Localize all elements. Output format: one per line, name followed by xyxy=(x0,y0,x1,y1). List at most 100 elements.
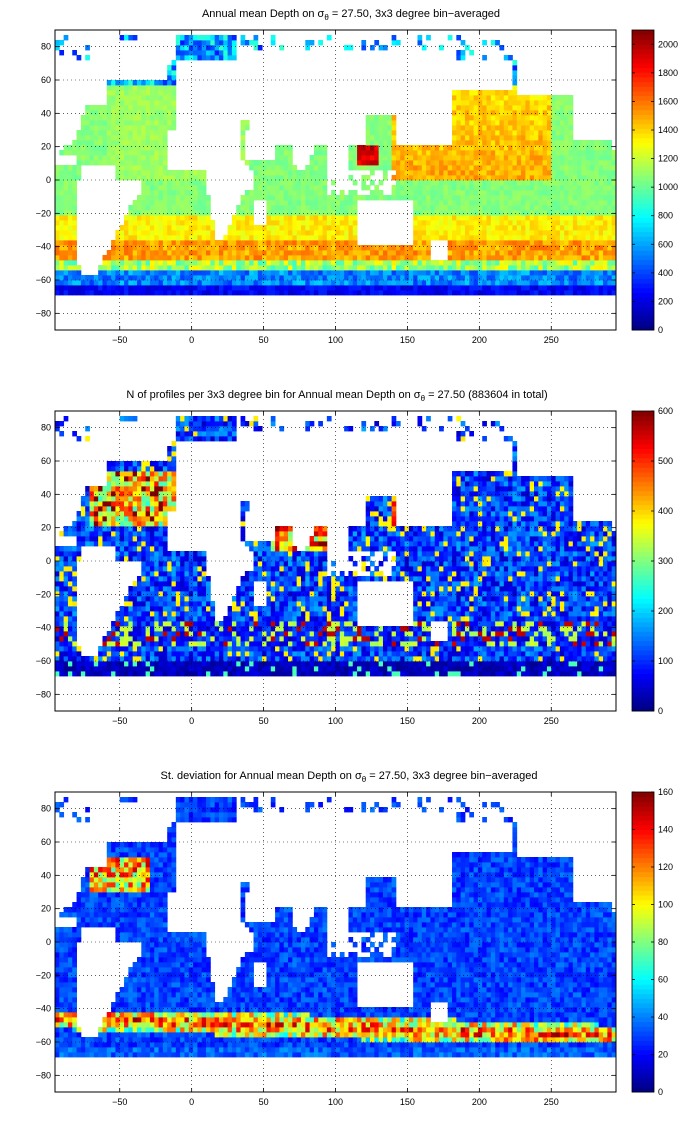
heatmap-cell xyxy=(495,165,500,171)
heatmap-cell xyxy=(387,130,392,136)
heatmap-cell xyxy=(171,260,177,266)
heatmap-cell xyxy=(551,225,556,231)
heatmap-cell xyxy=(503,180,509,186)
heatmap-cell xyxy=(76,270,82,276)
heatmap-cell xyxy=(313,270,319,276)
heatmap-cell xyxy=(180,50,185,56)
heatmap-cell xyxy=(395,190,401,196)
heatmap-cell xyxy=(249,190,254,196)
heatmap-cell xyxy=(417,155,423,161)
heatmap-cell xyxy=(590,240,595,246)
heatmap-cell xyxy=(171,70,177,76)
heatmap-cell xyxy=(128,461,134,467)
heatmap-cell xyxy=(76,130,82,136)
heatmap-cell xyxy=(499,280,505,286)
heatmap-cell xyxy=(516,245,522,251)
heatmap-cell xyxy=(352,230,358,236)
heatmap-cell xyxy=(464,45,470,51)
heatmap-cell xyxy=(141,471,147,477)
heatmap-cell xyxy=(162,285,168,291)
heatmap-cell xyxy=(525,95,531,101)
heatmap-cell xyxy=(124,606,129,612)
heatmap-cell xyxy=(244,210,250,216)
heatmap-cell xyxy=(59,210,65,216)
heatmap-cell xyxy=(404,145,410,151)
heatmap-cell xyxy=(249,230,254,236)
heatmap-cell xyxy=(270,180,276,186)
heatmap-cell xyxy=(111,125,116,131)
colorbar-segment xyxy=(632,123,654,129)
heatmap-cell xyxy=(538,165,544,171)
heatmap-cell xyxy=(115,506,121,512)
heatmap-cell xyxy=(408,180,414,186)
heatmap-cell xyxy=(309,175,315,181)
heatmap-cell xyxy=(555,260,561,266)
heatmap-cell xyxy=(136,486,142,492)
heatmap-cell xyxy=(257,250,263,256)
heatmap-cell xyxy=(167,651,172,657)
heatmap-cell xyxy=(257,230,263,236)
heatmap-cell xyxy=(132,531,138,537)
heatmap-cell xyxy=(469,135,474,141)
heatmap-cell xyxy=(115,551,121,557)
heatmap-cell xyxy=(473,290,479,296)
heatmap-cell xyxy=(188,205,194,211)
heatmap-cell xyxy=(434,145,440,151)
heatmap-cell xyxy=(516,160,522,166)
heatmap-cell xyxy=(495,245,500,251)
heatmap-cell xyxy=(132,240,138,246)
heatmap-cell xyxy=(136,616,142,622)
heatmap-cell xyxy=(430,260,436,266)
heatmap-cell xyxy=(555,280,561,286)
heatmap-cell xyxy=(344,245,349,251)
heatmap-cell xyxy=(594,170,600,176)
heatmap-cell xyxy=(240,120,246,126)
heatmap-cell xyxy=(72,626,77,632)
heatmap-cell xyxy=(171,611,177,617)
heatmap-cell xyxy=(590,210,595,216)
heatmap-cell xyxy=(167,75,172,81)
heatmap-cell xyxy=(98,536,103,542)
heatmap-cell xyxy=(167,85,172,91)
heatmap-cell xyxy=(141,135,147,141)
heatmap-cell xyxy=(141,516,147,522)
heatmap-cell xyxy=(413,280,418,286)
heatmap-cell xyxy=(503,115,509,121)
heatmap-cell xyxy=(344,240,349,246)
heatmap-cell xyxy=(516,235,522,241)
heatmap-cell xyxy=(577,195,582,201)
heatmap-cell xyxy=(482,155,487,161)
heatmap-cell xyxy=(214,285,220,291)
heatmap-cell xyxy=(421,285,427,291)
heatmap-cell xyxy=(115,641,121,647)
heatmap-cell xyxy=(128,225,134,231)
heatmap-cell xyxy=(395,290,401,296)
heatmap-cell xyxy=(193,250,198,256)
heatmap-cell xyxy=(357,290,362,296)
heatmap-cell xyxy=(529,170,535,176)
heatmap-cell xyxy=(538,190,544,196)
heatmap-cell xyxy=(309,180,315,186)
heatmap-cell xyxy=(193,40,198,46)
heatmap-cell xyxy=(106,506,112,512)
heatmap-cell xyxy=(55,591,60,597)
heatmap-cell xyxy=(568,175,574,181)
heatmap-cell xyxy=(357,280,362,286)
heatmap-cell xyxy=(171,666,177,672)
heatmap-cell xyxy=(529,195,535,201)
heatmap-cell xyxy=(111,621,116,627)
heatmap-cell xyxy=(132,120,138,126)
heatmap-cell xyxy=(447,215,453,221)
heatmap-cell xyxy=(318,265,323,271)
heatmap-cell xyxy=(490,255,496,261)
heatmap-cell xyxy=(525,260,531,266)
heatmap-cell xyxy=(374,250,380,256)
heatmap-cell xyxy=(516,205,522,211)
heatmap-cell xyxy=(309,210,315,216)
heatmap-cell xyxy=(145,461,151,467)
heatmap-cell xyxy=(171,115,177,121)
heatmap-cell xyxy=(585,170,591,176)
heatmap-cell xyxy=(119,165,125,171)
heatmap-cell xyxy=(529,220,535,226)
colorbar-frame xyxy=(631,29,655,331)
